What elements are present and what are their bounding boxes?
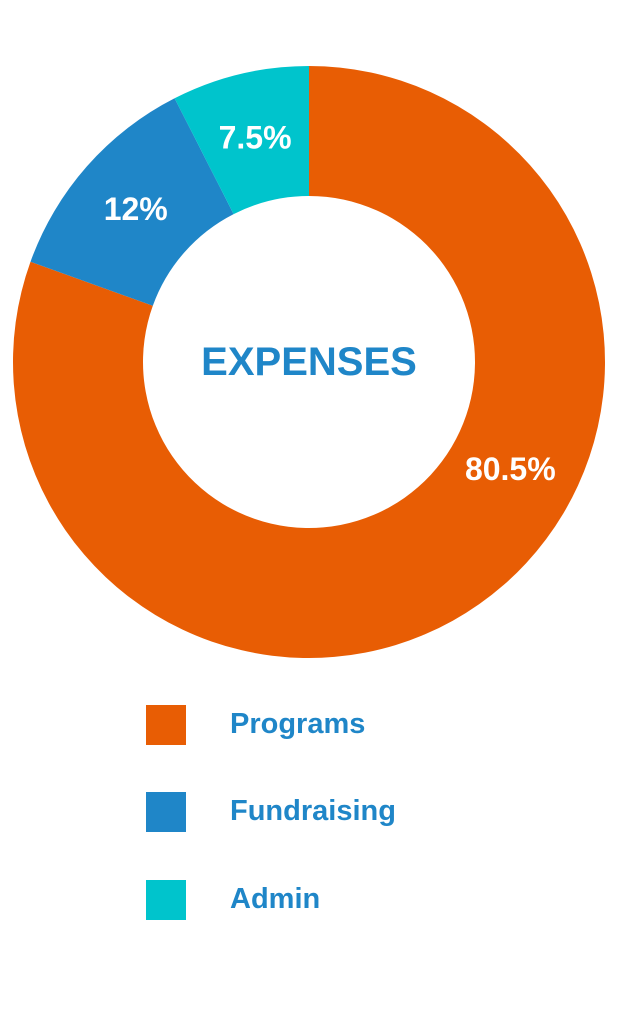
slice-programs: [13, 66, 606, 658]
legend-swatch-admin: [146, 880, 186, 920]
legend-label-fundraising: Fundraising: [230, 795, 396, 827]
donut-chart: 80.5% 12% 7.5% EXPENSES: [13, 66, 606, 658]
slice-label-admin: 7.5%: [219, 119, 292, 155]
chart-title: EXPENSES: [201, 340, 417, 384]
legend-label-programs: Programs: [230, 708, 366, 740]
slice-label-fundraising: 12%: [104, 191, 168, 227]
slice-label-programs: 80.5%: [465, 451, 556, 487]
legend-item-admin: Admin: [146, 880, 466, 920]
legend-item-fundraising: Fundraising: [146, 792, 466, 832]
legend-item-programs: Programs: [146, 705, 466, 745]
legend-swatch-programs: [146, 705, 186, 745]
legend-label-admin: Admin: [230, 883, 321, 915]
legend-swatch-fundraising: [146, 792, 186, 832]
slice-fundraising: [30, 98, 234, 306]
slice-admin: [174, 66, 309, 215]
